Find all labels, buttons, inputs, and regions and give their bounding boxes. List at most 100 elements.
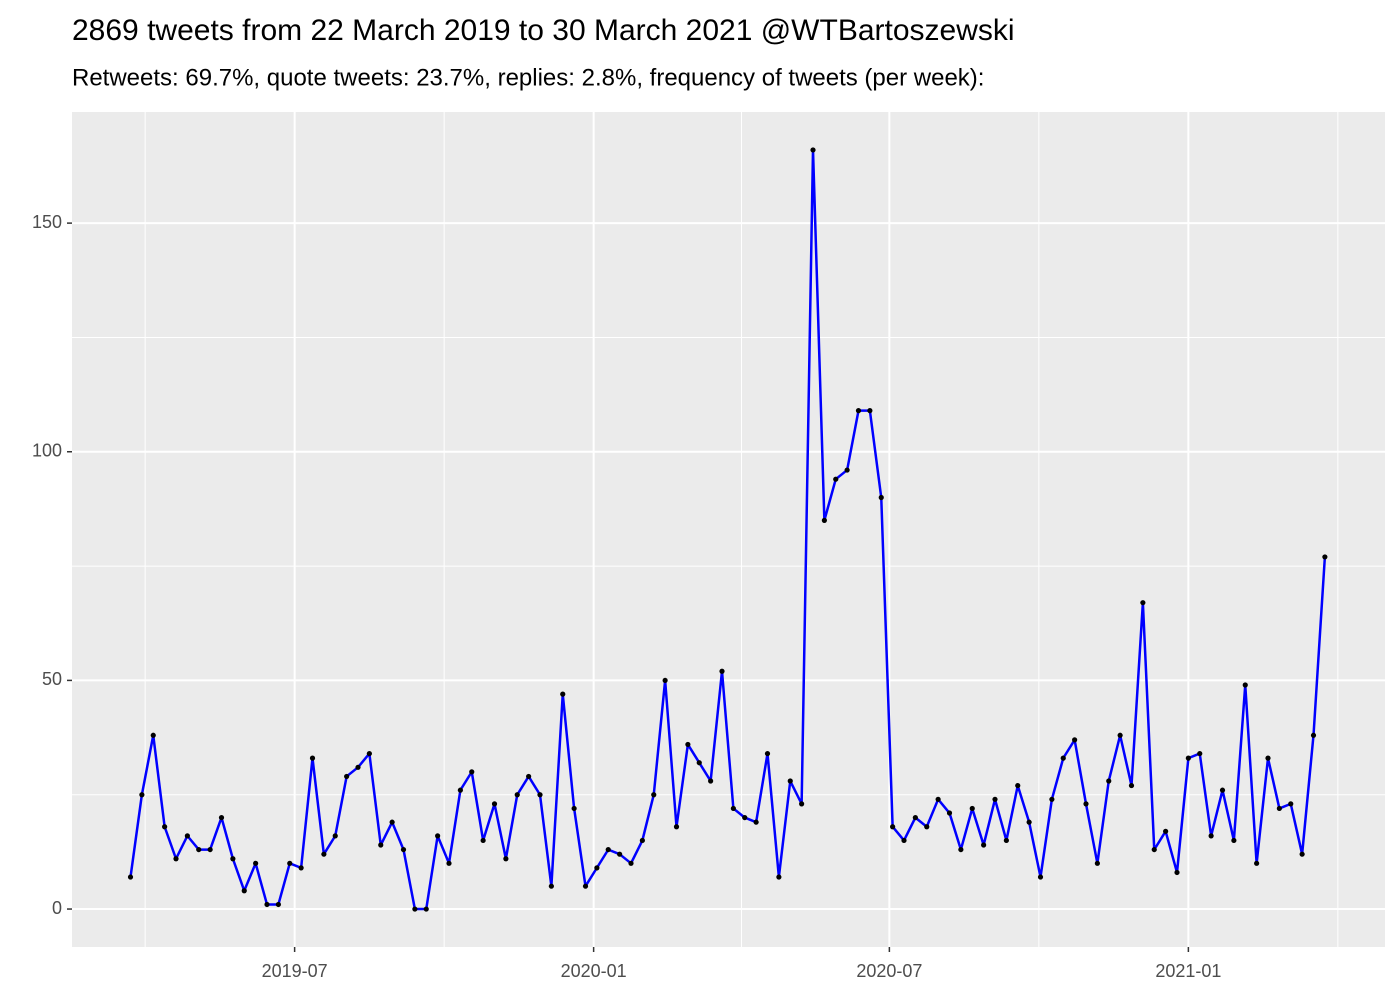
data-point (1026, 819, 1032, 825)
data-point (457, 787, 463, 793)
data-point (389, 819, 395, 825)
data-point (1208, 833, 1214, 839)
data-point (173, 856, 179, 862)
data-point (742, 814, 748, 821)
data-point (628, 860, 634, 866)
chart-subtitle: Retweets: 69.7%, quote tweets: 23.7%, re… (72, 64, 984, 91)
data-point (264, 901, 270, 908)
data-point (344, 773, 350, 780)
data-point (1265, 755, 1271, 761)
data-point (1049, 796, 1055, 802)
data-point (400, 846, 407, 853)
data-point (1037, 874, 1044, 880)
data-point (696, 760, 702, 766)
data-point (1094, 860, 1100, 866)
data-point (730, 805, 736, 812)
data-point (571, 805, 577, 812)
data-point (378, 842, 384, 848)
data-point (1231, 837, 1237, 844)
data-point (1299, 851, 1305, 857)
data-point (423, 906, 429, 912)
data-point (503, 856, 509, 862)
data-point (992, 796, 998, 802)
data-point (582, 883, 589, 889)
data-point (639, 837, 645, 844)
data-point (1310, 732, 1317, 738)
data-point (867, 408, 873, 414)
data-point (1174, 869, 1180, 876)
data-point (685, 741, 691, 748)
data-point (1117, 732, 1123, 738)
data-point (662, 677, 668, 684)
data-point (184, 833, 190, 839)
data-point (491, 801, 498, 807)
x-tick-label: 2020-01 (561, 961, 627, 981)
data-point (719, 668, 725, 674)
data-point (901, 837, 907, 844)
data-point (1083, 801, 1089, 807)
data-point (821, 517, 827, 523)
data-point (787, 778, 793, 784)
data-point (651, 792, 657, 798)
data-point (355, 764, 361, 770)
data-point (514, 792, 520, 798)
data-point (594, 865, 600, 871)
data-point (1003, 837, 1009, 844)
y-tick-label: 100 (32, 441, 62, 461)
data-point (207, 846, 213, 853)
data-point (309, 755, 316, 761)
data-point (958, 846, 964, 853)
plot-panel (72, 112, 1385, 947)
data-point (878, 494, 884, 501)
data-point (150, 732, 156, 738)
data-point (969, 805, 975, 812)
data-point (673, 824, 680, 830)
data-point (1185, 755, 1191, 761)
data-point (799, 801, 805, 807)
series-line (129, 148, 1327, 911)
data-point (139, 792, 145, 798)
data-point (1288, 801, 1294, 807)
x-tick-label: 2020-07 (856, 961, 922, 981)
data-point (275, 901, 281, 908)
data-point (480, 837, 486, 844)
data-point (127, 874, 134, 880)
data-point (946, 810, 953, 816)
data-point (412, 906, 418, 912)
data-point (1128, 782, 1135, 789)
y-tick-label: 0 (52, 898, 62, 918)
data-point (230, 856, 236, 862)
data-point (1219, 787, 1226, 793)
data-point (1106, 778, 1112, 784)
data-point (1322, 554, 1328, 560)
data-point (912, 814, 918, 821)
y-tick-label: 150 (32, 212, 62, 232)
data-point (776, 874, 782, 880)
data-point (1015, 782, 1021, 789)
data-point (196, 846, 202, 853)
data-point (469, 769, 475, 775)
data-point (287, 860, 293, 866)
data-point (1254, 860, 1260, 866)
data-point (253, 860, 259, 866)
data-point (435, 833, 441, 839)
data-point (855, 408, 862, 414)
data-point (764, 750, 771, 757)
x-tick-label: 2019-07 (262, 961, 328, 981)
data-point (332, 833, 338, 839)
data-point (218, 814, 225, 821)
data-point (708, 778, 714, 784)
data-point (753, 819, 759, 825)
y-tick-label: 50 (42, 669, 62, 689)
data-point (1151, 846, 1157, 853)
data-point (298, 865, 304, 871)
data-point (981, 842, 987, 848)
data-point (924, 824, 930, 830)
data-point (1060, 755, 1066, 761)
data-point (605, 846, 611, 853)
data-point (321, 851, 327, 857)
data-point (1163, 828, 1169, 834)
data-point (241, 888, 247, 894)
